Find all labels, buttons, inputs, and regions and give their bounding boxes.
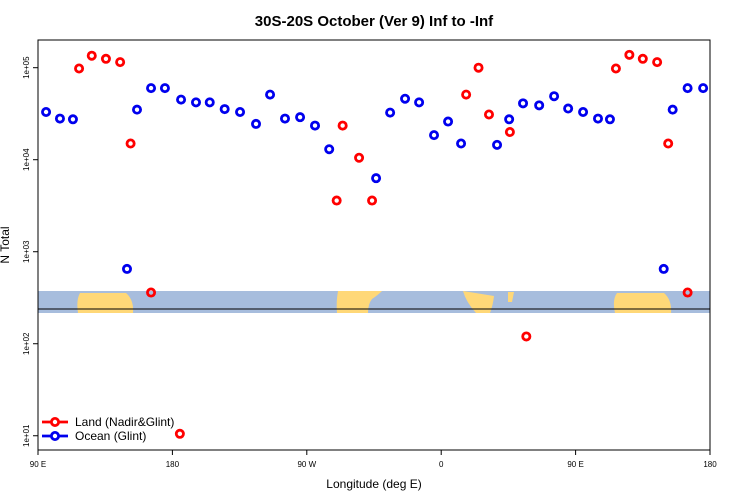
point (549, 91, 560, 102)
point (174, 428, 185, 439)
point (331, 195, 342, 206)
point (279, 113, 290, 124)
x-tick-label: 90 E (567, 460, 583, 469)
point (667, 104, 678, 115)
point (504, 127, 515, 138)
y-tick-label: 1e+04 (22, 148, 31, 171)
point (624, 49, 635, 60)
point (663, 138, 674, 149)
point (235, 107, 246, 118)
y-axis-label: N Total (0, 226, 12, 263)
point (682, 287, 693, 298)
point (456, 138, 467, 149)
point (310, 120, 321, 131)
point (385, 107, 396, 118)
point (100, 53, 111, 64)
point (578, 107, 589, 118)
point (698, 83, 709, 94)
point (461, 89, 472, 100)
point (518, 98, 529, 109)
point (204, 97, 215, 108)
point (125, 138, 136, 149)
point (637, 53, 648, 64)
point (251, 118, 262, 129)
point (324, 144, 335, 155)
point (367, 195, 378, 206)
point (483, 109, 494, 120)
point (652, 57, 663, 68)
point (86, 50, 97, 61)
point (219, 104, 230, 115)
point (54, 113, 65, 124)
point (593, 113, 604, 124)
point (41, 107, 52, 118)
point (190, 97, 201, 108)
point (658, 263, 669, 274)
legend-marker (50, 416, 61, 427)
map-strip (38, 291, 710, 313)
point (337, 120, 348, 131)
point (132, 104, 143, 115)
point (504, 114, 515, 125)
point (122, 263, 133, 274)
point (74, 63, 85, 74)
chart-title: 30S-20S October (Ver 9) Inf to -Inf (255, 13, 494, 30)
point (176, 94, 187, 105)
point (682, 83, 693, 94)
x-tick-label: 180 (166, 460, 180, 469)
plot-frame (37, 39, 711, 451)
x-tick-label: 0 (439, 460, 444, 469)
point (115, 57, 126, 68)
y-tick-label: 1e+05 (22, 56, 31, 79)
point (534, 100, 545, 111)
point (610, 63, 621, 74)
y-tick-label: 1e+02 (22, 332, 31, 355)
point (400, 93, 411, 104)
y-tick-label: 1e+03 (22, 240, 31, 263)
legend-label: Ocean (Glint) (75, 429, 146, 443)
point (265, 89, 276, 100)
point (371, 173, 382, 184)
x-tick-label: 90 W (297, 460, 316, 469)
point (521, 331, 532, 342)
point (146, 83, 157, 94)
point (159, 83, 170, 94)
point (414, 97, 425, 108)
point (354, 152, 365, 163)
point (492, 139, 503, 150)
legend-marker (50, 430, 61, 441)
legend-label: Land (Nadir&Glint) (75, 415, 174, 429)
x-tick-label: 90 E (30, 460, 46, 469)
point (146, 287, 157, 298)
point (67, 114, 78, 125)
point (604, 114, 615, 125)
x-axis-label: Longitude (deg E) (326, 477, 421, 491)
point (563, 103, 574, 114)
point (429, 130, 440, 141)
x-tick-label: 180 (703, 460, 717, 469)
point (443, 116, 454, 127)
point (473, 62, 484, 73)
point (295, 112, 306, 123)
y-tick-label: 1e+01 (22, 424, 31, 447)
